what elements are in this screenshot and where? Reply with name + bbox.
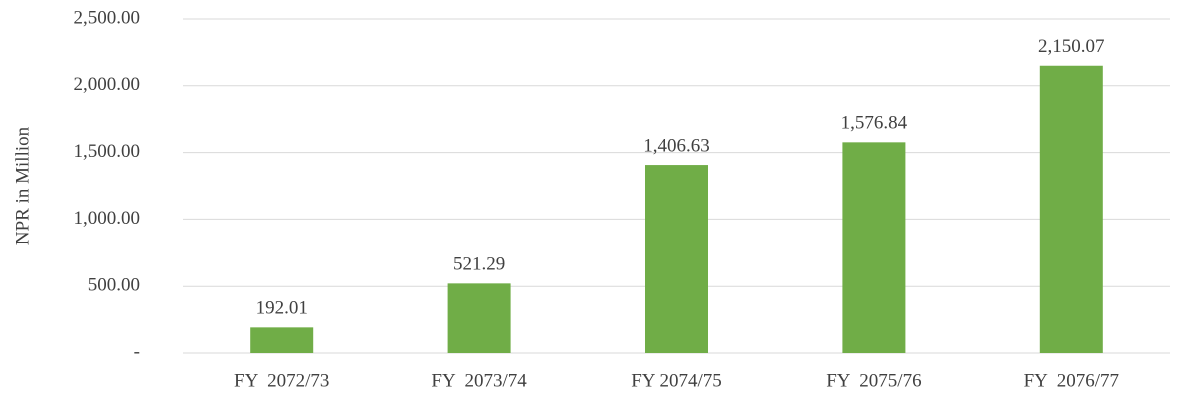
- bar: [842, 142, 906, 353]
- data-label: 1,406.63: [643, 135, 710, 156]
- x-tick-label: FY 2076/77: [1024, 370, 1119, 391]
- y-tick-label: 1,500.00: [74, 141, 141, 162]
- y-tick-label: 2,500.00: [74, 7, 141, 28]
- data-label: 2,150.07: [1038, 36, 1105, 57]
- x-tick-label: FY 2075/76: [826, 370, 921, 391]
- y-tick-label: -: [134, 341, 140, 362]
- data-label: 192.01: [256, 298, 308, 319]
- bar: [447, 283, 511, 353]
- data-label: 521.29: [453, 254, 505, 275]
- x-tick-label: FY 2073/74: [431, 370, 527, 391]
- bar: [645, 165, 708, 353]
- data-label: 1,576.84: [841, 113, 908, 134]
- y-axis-label: NPR in Million: [12, 126, 33, 245]
- x-tick-label: FY 2074/75: [631, 370, 722, 391]
- y-tick-label: 2,000.00: [74, 74, 141, 95]
- y-tick-label: 1,000.00: [74, 208, 141, 229]
- y-tick-label: 500.00: [88, 275, 140, 296]
- x-tick-label: FY 2072/73: [234, 370, 329, 391]
- bar: [1039, 65, 1103, 354]
- bar: [250, 327, 314, 353]
